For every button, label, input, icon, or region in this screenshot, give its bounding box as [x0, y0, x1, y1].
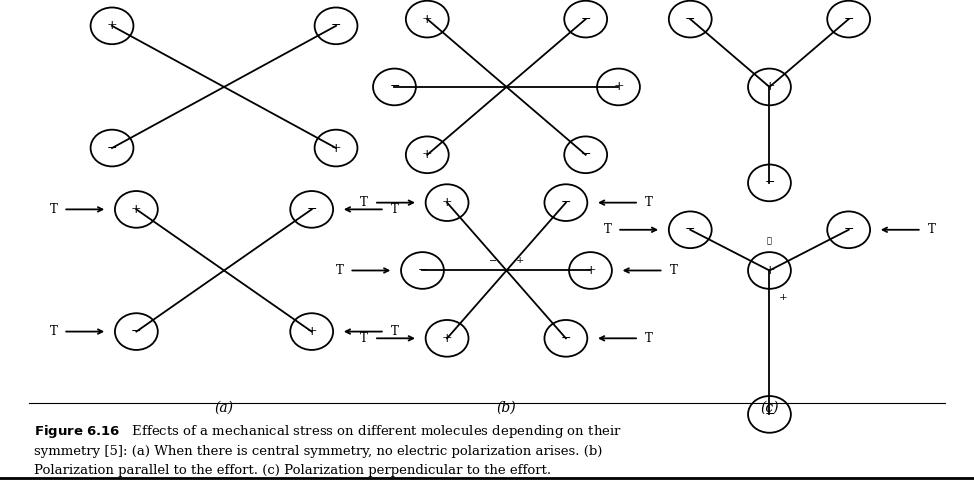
Text: T: T [360, 196, 368, 209]
Text: +: + [516, 256, 524, 265]
Text: −: − [843, 13, 854, 26]
Text: T: T [927, 223, 935, 236]
Text: −: − [107, 142, 117, 155]
Text: −: − [489, 256, 497, 266]
Text: T: T [391, 203, 398, 216]
Text: −: − [843, 223, 854, 236]
Text: +: + [422, 148, 432, 161]
Text: +: + [307, 325, 317, 338]
Text: −: − [765, 176, 774, 189]
Text: +: + [331, 142, 341, 155]
Text: +: + [422, 13, 432, 26]
Text: −: − [685, 223, 695, 236]
Text: +: + [585, 264, 596, 277]
Text: −: − [561, 196, 571, 209]
Text: −: − [307, 203, 317, 216]
Text: −: − [581, 13, 591, 26]
Text: T: T [50, 325, 57, 338]
Text: T: T [669, 264, 677, 277]
Text: +: + [442, 332, 452, 345]
Text: −: − [581, 148, 591, 161]
Text: +: + [131, 203, 141, 216]
Text: +: + [614, 81, 623, 93]
Text: +: + [779, 293, 788, 301]
Text: T: T [645, 196, 653, 209]
Text: T: T [336, 264, 344, 277]
Text: T: T [50, 203, 57, 216]
Text: (a): (a) [214, 401, 234, 415]
Text: +: + [442, 196, 452, 209]
Text: −: − [561, 332, 571, 345]
Text: (b): (b) [497, 401, 516, 415]
Text: −: − [131, 325, 141, 338]
Text: +: + [765, 81, 774, 93]
Text: T: T [604, 223, 612, 236]
Text: −: − [417, 264, 428, 277]
Text: +: + [107, 19, 117, 32]
Text: −: − [331, 19, 341, 32]
Text: (c): (c) [761, 401, 778, 415]
Text: +: + [765, 264, 774, 277]
Text: ∶: ∶ [767, 237, 772, 245]
Text: −: − [390, 81, 399, 93]
Text: −: − [765, 408, 774, 421]
Text: T: T [391, 325, 398, 338]
Text: T: T [360, 332, 368, 345]
Text: $\mathbf{Figure\ 6.16}$   Effects of a mechanical stress on different molecules : $\mathbf{Figure\ 6.16}$ Effects of a mec… [34, 423, 622, 477]
Text: −: − [685, 13, 695, 26]
Text: T: T [645, 332, 653, 345]
